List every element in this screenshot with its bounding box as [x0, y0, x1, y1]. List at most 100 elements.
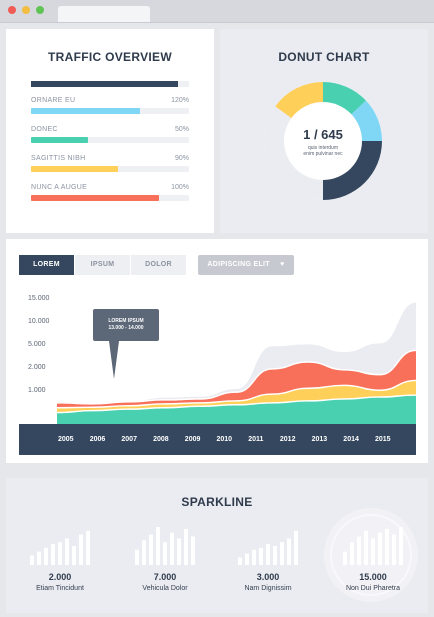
sparkline-bar: [184, 528, 188, 565]
y-axis-tick-label: 2.000: [28, 364, 46, 371]
sparkline-bar: [392, 534, 396, 565]
traffic-row-value: 50%: [174, 126, 189, 133]
minimize-window-icon[interactable]: [22, 6, 30, 14]
sparkline-bar: [399, 527, 403, 565]
area-chart: [57, 302, 416, 424]
sparkline-bar: [65, 538, 69, 565]
sparkline-bar: [259, 547, 263, 565]
sparkline-bars: [135, 527, 195, 565]
tab-lorem[interactable]: LOREM: [19, 255, 74, 275]
donut-chart-title: DONUT CHART: [278, 50, 370, 64]
x-axis-tick-label: 2008: [153, 436, 169, 443]
x-axis-tick-label: 2013: [311, 436, 328, 443]
sparkline-title: SPARKLINE: [181, 495, 253, 509]
traffic-row-label: ORNARE EU: [31, 97, 76, 104]
x-axis-tick-label: 2015: [375, 436, 391, 443]
sparkline-bar: [163, 542, 167, 565]
browser-titlebar: [0, 0, 434, 23]
x-axis-tick-label: 2010: [216, 436, 233, 443]
traffic-row-label: DONEC: [31, 126, 58, 133]
traffic-row: NUNC A AUGUE 100%: [31, 184, 189, 204]
tab-ipsum[interactable]: IPSUM: [75, 255, 130, 275]
sparkline-bar: [280, 542, 284, 565]
sparkline-bar: [378, 532, 382, 565]
sparkline-label: Etiam Tincidunt: [36, 585, 84, 592]
traffic-row: ORNARE EU 120%: [31, 97, 189, 117]
maximize-window-icon[interactable]: [36, 6, 44, 14]
sparkline-bar: [79, 534, 83, 565]
donut-chart: [264, 82, 382, 200]
filter-dropdown[interactable]: ADIPISCING ELIT ♥: [198, 255, 294, 275]
sparkline-bar: [142, 540, 146, 565]
y-axis-tick-label: 5.000: [28, 341, 46, 348]
traffic-row-value: 120%: [171, 97, 189, 104]
x-axis-tick-label: 2007: [121, 436, 137, 443]
traffic-row-fill: [31, 166, 118, 172]
sparkline-bar: [149, 534, 153, 565]
traffic-row-track: [31, 195, 189, 201]
traffic-row: DONEC 50%: [31, 126, 189, 146]
sparkline-bars: [238, 530, 298, 565]
sparkline-bar: [72, 546, 76, 565]
traffic-top-bar: [31, 81, 189, 87]
sparkline-bar: [294, 530, 298, 565]
tooltip-title: LOREM IPSUM: [108, 318, 144, 324]
donut-center-caption-1: quis interdum: [307, 145, 338, 151]
traffic-row-value: 90%: [174, 155, 189, 162]
donut-center-value: 1 / 645: [303, 127, 343, 142]
traffic-row-label: NUNC A AUGUE: [31, 184, 88, 191]
traffic-row-track: [31, 108, 189, 114]
traffic-row-fill: [31, 137, 88, 143]
donut-hole: [284, 102, 362, 180]
sparkline-bar: [364, 530, 368, 565]
x-axis-tick-label: 2009: [184, 436, 201, 443]
sparkline-bar: [357, 536, 361, 565]
sparkline-bar: [287, 538, 291, 565]
sparkline-bar: [135, 549, 139, 565]
area-series: [57, 395, 416, 424]
traffic-row-fill: [31, 108, 141, 114]
sparkline-bar: [170, 532, 174, 565]
sparkline-bar: [86, 530, 90, 565]
sparkline-bar: [266, 544, 270, 565]
tab-dolor[interactable]: DOLOR: [131, 255, 186, 275]
tooltip-range: 13.000 - 14.000: [108, 325, 144, 331]
y-axis-tick-label: 15.000: [28, 295, 50, 302]
traffic-top-bar-fill: [31, 81, 178, 87]
sparkline-value: 3.000: [256, 572, 280, 582]
sparkline-bar: [44, 547, 48, 565]
sparkline-value: 2.000: [48, 572, 72, 582]
sparkline-bar: [58, 542, 62, 565]
traffic-row-fill: [31, 195, 159, 201]
chart-tooltip: [93, 309, 159, 379]
sparkline-bar: [252, 549, 256, 565]
sparkline-bar: [51, 544, 55, 565]
sparkline-label: Vehicula Dolor: [142, 585, 188, 592]
sparkline-bar: [177, 538, 181, 565]
sparkline-bar: [245, 553, 249, 565]
sparkline-bars: [30, 530, 90, 565]
traffic-row-value: 100%: [171, 184, 189, 191]
heart-icon: ♥: [280, 261, 285, 268]
traffic-row-track: [31, 137, 189, 143]
filter-dropdown-label: ADIPISCING ELIT: [207, 261, 270, 268]
tooltip-pointer: [109, 341, 119, 379]
browser-tab[interactable]: [58, 6, 150, 22]
sparkline-value: 7.000: [153, 572, 177, 582]
x-axis-tick-label: 2005: [58, 436, 74, 443]
sparkline-label: Nam Dignissim: [244, 585, 292, 592]
sparkline-bar: [191, 536, 195, 565]
traffic-row: SAGITTIS NIBH 90%: [31, 155, 189, 175]
tooltip-box: [93, 309, 159, 341]
sparkline-bar: [385, 528, 389, 565]
sparkline-label: Non Dui Pharetra: [345, 585, 401, 592]
traffic-row-track: [31, 166, 189, 172]
sparkline-bar: [371, 538, 375, 565]
traffic-overview-title: TRAFFIC OVERVIEW: [48, 50, 172, 64]
sparkline-bar: [30, 555, 34, 565]
y-axis-tick-label: 1.000: [28, 387, 46, 394]
close-window-icon[interactable]: [8, 6, 16, 14]
sparkline-bar: [156, 527, 160, 565]
sparkline-bar: [343, 551, 347, 565]
